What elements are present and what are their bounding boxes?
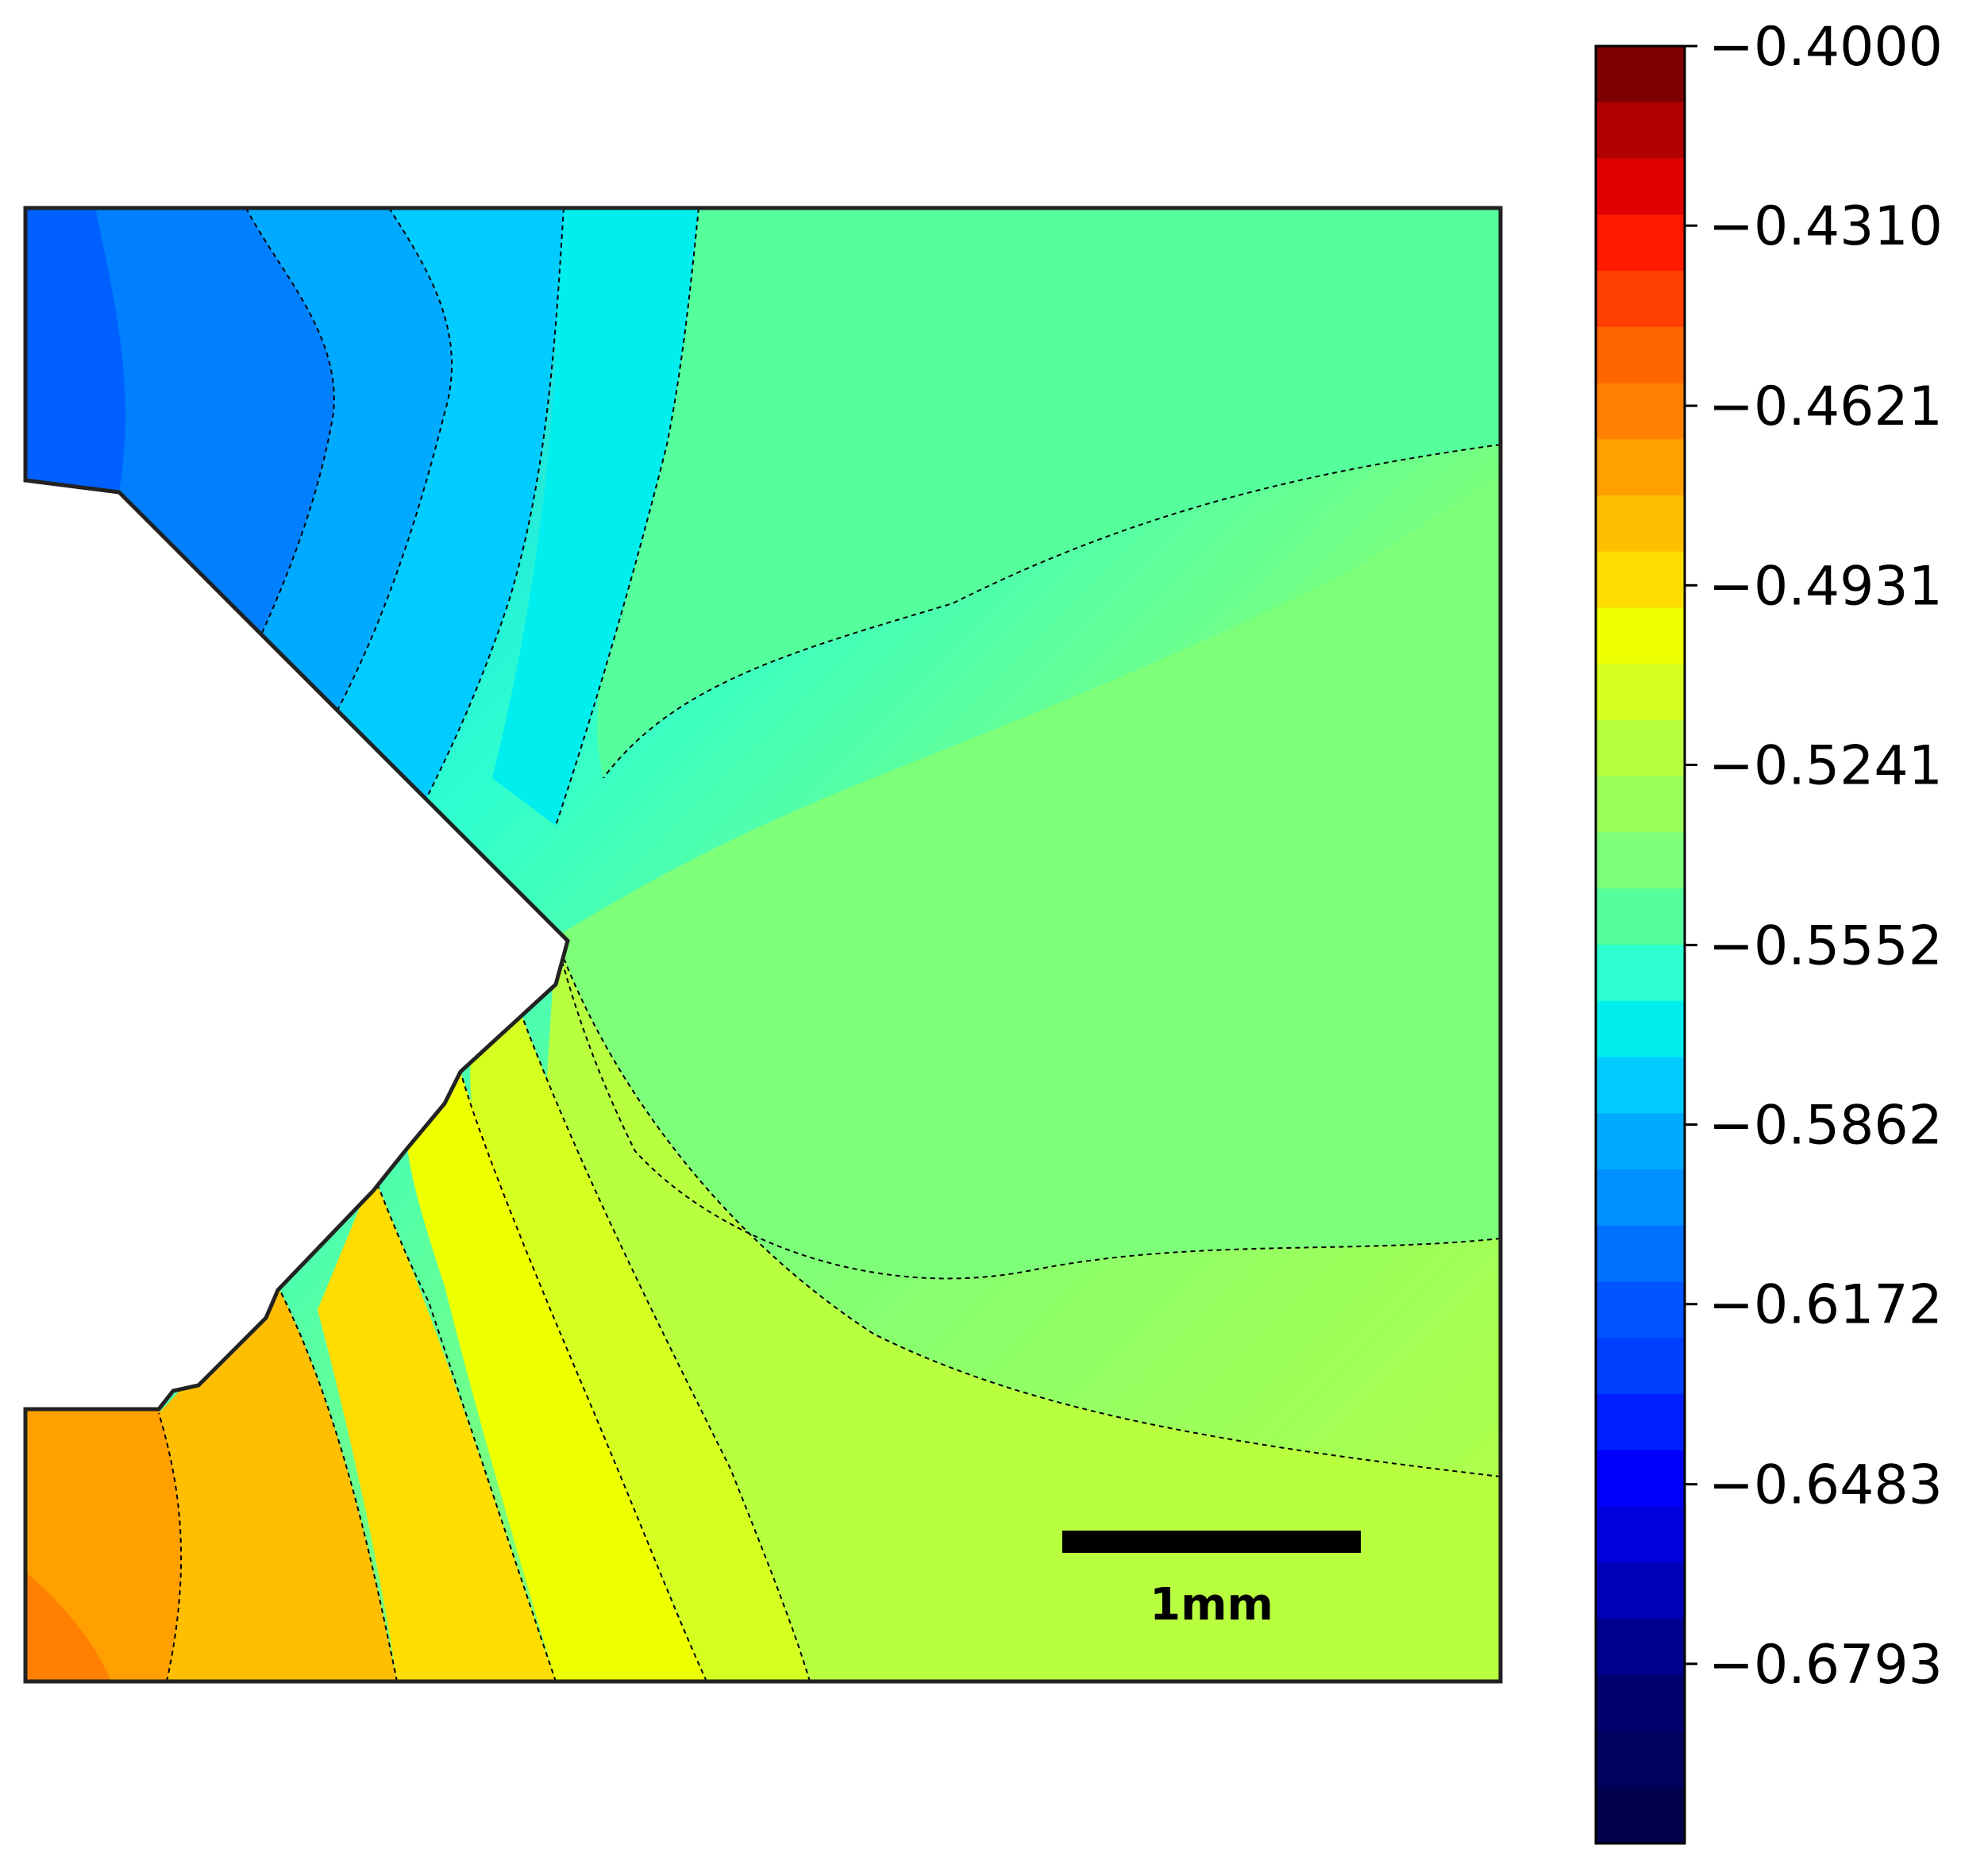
colorbar-tick-label: −0.6172 xyxy=(1709,1274,1943,1337)
band-deep-blue xyxy=(25,208,126,492)
contour-line xyxy=(372,1174,557,1681)
colorbar-band xyxy=(1596,1057,1685,1114)
contour-line xyxy=(603,444,1501,779)
colorbar-band xyxy=(1596,1674,1685,1732)
contour-line xyxy=(277,1285,398,1681)
colorbar-band xyxy=(1596,551,1685,609)
colorbar-band xyxy=(1596,1787,1685,1844)
colorbar-band xyxy=(1596,1506,1685,1563)
colorbar-band xyxy=(1596,1113,1685,1170)
colorbar-band xyxy=(1596,1281,1685,1338)
colorbar-band xyxy=(1596,945,1685,1002)
band-dark-orange xyxy=(25,1572,111,1681)
contour-map xyxy=(25,208,1501,1681)
band-lime xyxy=(540,937,1501,1681)
colorbar-band xyxy=(1596,46,1685,103)
colorbar-band xyxy=(1596,383,1685,440)
colorbar-band xyxy=(1596,326,1685,384)
colorbar-band xyxy=(1596,271,1685,328)
colorbar-band xyxy=(1596,495,1685,553)
band-light-blue xyxy=(318,208,564,826)
contour-line xyxy=(555,208,699,826)
contour-line xyxy=(515,999,811,1681)
colorbar-tick-label: −0.6483 xyxy=(1709,1454,1943,1517)
band-blue xyxy=(238,208,453,746)
colorbar-tick-label: −0.4310 xyxy=(1709,195,1943,258)
colorbar-band xyxy=(1596,214,1685,272)
contour-line xyxy=(158,1412,183,1681)
colorbar: −0.4000 −0.4310 −0.4621 −0.4931 −0.5241 −0.55… xyxy=(1594,16,1943,1845)
contour-line xyxy=(317,208,453,747)
band-amber xyxy=(159,1286,397,1681)
band-cyan xyxy=(492,208,699,826)
colorbar-band xyxy=(1596,102,1685,160)
scale-bar-label: 1mm xyxy=(1150,1579,1273,1631)
colorbar-band xyxy=(1596,607,1685,664)
colorbar-band xyxy=(1596,158,1685,215)
colorbar-band xyxy=(1596,720,1685,777)
colorbar-tick-label: −0.5241 xyxy=(1709,734,1943,797)
colorbar-band xyxy=(1596,832,1685,889)
colorbar-tick-label: −0.4000 xyxy=(1709,16,1943,79)
colorbar-band xyxy=(1596,1000,1685,1058)
colorbar-band xyxy=(1596,1562,1685,1620)
band-green xyxy=(556,476,1501,1279)
colorbar-band xyxy=(1596,1619,1685,1676)
band-cyan-green xyxy=(597,208,1501,778)
colorbar-band xyxy=(1596,776,1685,834)
colorbar-tick-label: −0.5862 xyxy=(1709,1095,1943,1157)
band-gold xyxy=(318,1175,556,1681)
colorbar-band xyxy=(1596,439,1685,496)
colorbar-band xyxy=(1596,1731,1685,1788)
colorbar-tick-label: −0.4621 xyxy=(1709,376,1943,438)
colorbar-band xyxy=(1596,1394,1685,1451)
colorbar-band xyxy=(1596,664,1685,721)
colorbar-tick-label: −0.6793 xyxy=(1709,1634,1943,1697)
band-yellow-green xyxy=(470,1000,810,1681)
contour-line xyxy=(237,208,335,684)
colorbar-band xyxy=(1596,1450,1685,1508)
contour-lines xyxy=(158,208,1501,1681)
scale-bar xyxy=(1062,1531,1361,1553)
contour-line xyxy=(555,936,1501,1477)
contour-line xyxy=(555,936,1501,1280)
colorbar-band xyxy=(1596,1169,1685,1227)
colorbar-band xyxy=(1596,1338,1685,1395)
contour-line xyxy=(460,1071,707,1681)
colorbar-tick-label: −0.4931 xyxy=(1709,555,1943,618)
specimen-outline xyxy=(23,206,1503,1684)
colorbar-band xyxy=(1596,888,1685,946)
colorbar-band xyxy=(1596,1225,1685,1283)
colorbar-tick-label: −0.5552 xyxy=(1709,915,1943,977)
band-yellow xyxy=(406,1072,707,1681)
